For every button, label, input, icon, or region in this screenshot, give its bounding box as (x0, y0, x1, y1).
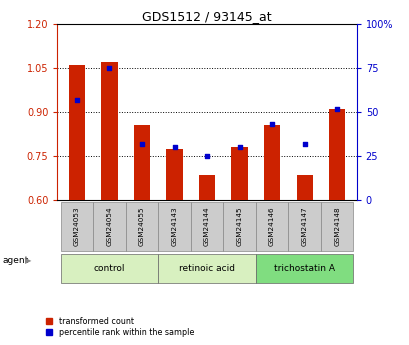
Text: GSM24147: GSM24147 (301, 207, 307, 246)
Bar (166, 149, 182, 200)
Point (301, 141, 307, 147)
Bar (263, 125, 280, 200)
Title: GDS1512 / 93145_at: GDS1512 / 93145_at (142, 10, 271, 23)
Text: GSM24054: GSM24054 (106, 207, 112, 246)
Bar (223, 202, 255, 252)
Point (74, 97, 80, 102)
Bar (158, 202, 190, 252)
Bar (61, 202, 93, 252)
Bar (288, 202, 320, 252)
Bar (158, 254, 255, 283)
Text: GSM24055: GSM24055 (139, 207, 145, 246)
Point (106, 66, 112, 71)
Text: trichostatin A: trichostatin A (274, 264, 334, 273)
Bar (255, 254, 353, 283)
Text: GSM24053: GSM24053 (74, 207, 80, 246)
Text: GSM24143: GSM24143 (171, 207, 177, 246)
Text: control: control (94, 264, 125, 273)
Text: GSM24148: GSM24148 (333, 207, 339, 246)
Text: retinoic acid: retinoic acid (179, 264, 234, 273)
Bar (61, 254, 158, 283)
Bar (198, 175, 215, 200)
Bar (133, 125, 150, 200)
Text: GSM24144: GSM24144 (204, 207, 209, 246)
Bar (255, 202, 288, 252)
Point (268, 122, 275, 127)
Text: ▶: ▶ (25, 256, 32, 265)
Point (203, 153, 210, 159)
Bar (93, 202, 126, 252)
Text: GSM24145: GSM24145 (236, 207, 242, 246)
Bar (190, 202, 223, 252)
Bar (296, 175, 312, 200)
Point (333, 106, 339, 111)
Point (171, 145, 178, 150)
Bar (69, 65, 85, 200)
Bar (328, 109, 344, 200)
Text: agent: agent (2, 256, 28, 265)
Bar (320, 202, 353, 252)
Bar (126, 202, 158, 252)
Text: GSM24146: GSM24146 (268, 207, 274, 246)
Point (236, 145, 242, 150)
Bar (231, 147, 247, 200)
Point (138, 141, 145, 147)
Legend: transformed count, percentile rank within the sample: transformed count, percentile rank withi… (45, 316, 194, 337)
Bar (101, 62, 117, 200)
